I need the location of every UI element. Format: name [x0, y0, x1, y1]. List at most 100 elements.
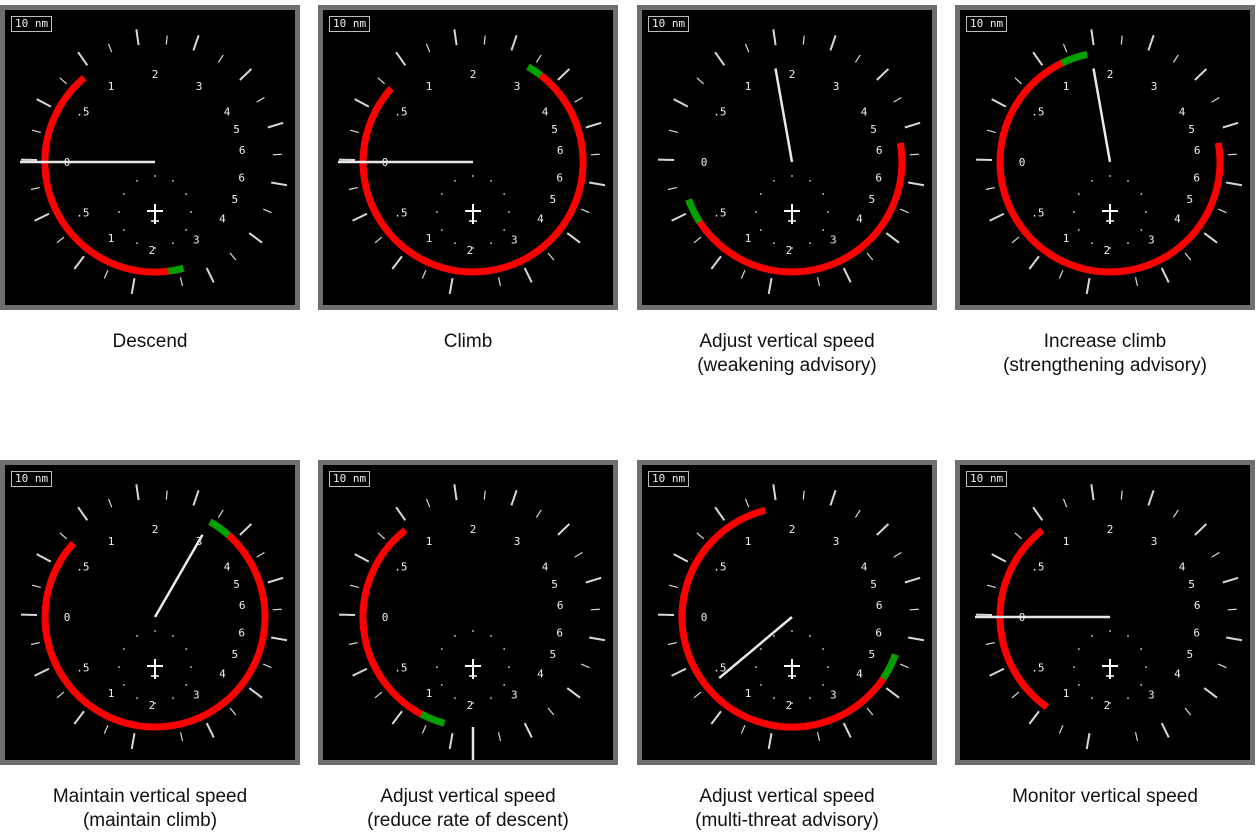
- scale-tick: [566, 687, 581, 699]
- scale-tick: [36, 98, 52, 108]
- scale-tick: [348, 186, 358, 191]
- scale-label: .5: [394, 561, 407, 574]
- red-advisory-arc: [996, 50, 1224, 276]
- scale-label: 5: [1186, 648, 1193, 661]
- scale-tick: [179, 732, 184, 742]
- scale-tick: [1226, 636, 1243, 642]
- range-ring-dot: [1140, 193, 1143, 195]
- scale-tick: [395, 506, 407, 521]
- scale-label: 1: [108, 535, 115, 548]
- scale-tick: [1090, 484, 1095, 501]
- scale-tick: [1058, 269, 1064, 279]
- scale-label: 3: [511, 234, 518, 247]
- scale-label: 6: [556, 171, 563, 184]
- scale-tick: [1211, 97, 1220, 103]
- scale-tick: [239, 68, 253, 81]
- scale-tick: [30, 641, 40, 646]
- scale-tick: [854, 509, 861, 518]
- scale-label: 6: [1193, 171, 1200, 184]
- scale-tick: [354, 98, 370, 108]
- range-ring-dot: [185, 648, 188, 650]
- vs-needle: [153, 534, 204, 618]
- range-ring-dot: [759, 684, 762, 686]
- scale-label: 1: [426, 687, 433, 700]
- scale-tick: [1211, 552, 1220, 558]
- scale-label: .5: [76, 206, 89, 219]
- range-ring-dot: [508, 211, 510, 213]
- scale-tick: [425, 498, 431, 508]
- range-ring-dot: [172, 697, 174, 700]
- scale-tick: [668, 584, 678, 589]
- scale-tick: [893, 552, 902, 558]
- range-ring-dot: [154, 175, 156, 177]
- range-label: 10 nm: [966, 16, 1008, 32]
- range-ring-dot: [791, 247, 793, 249]
- range-ring-dot: [440, 648, 443, 650]
- scale-label: 4: [224, 561, 231, 574]
- range-ring-dot: [454, 242, 456, 245]
- caption-title: Adjust vertical speed: [699, 786, 875, 807]
- scale-tick: [1062, 43, 1068, 53]
- scale-tick: [262, 208, 272, 214]
- range-ring-dot: [1145, 666, 1147, 668]
- scale-tick: [589, 636, 606, 642]
- scale-tick: [73, 710, 85, 725]
- scale-tick: [986, 584, 996, 589]
- scale-label: 1: [1063, 232, 1070, 245]
- scale-tick: [248, 687, 263, 699]
- range-ring-dot: [185, 229, 188, 231]
- range-ring-dot: [759, 229, 762, 231]
- scale-tick: [904, 576, 921, 584]
- scale-tick: [31, 584, 41, 589]
- scale-tick: [1058, 724, 1064, 734]
- scale-tick: [989, 667, 1005, 677]
- caption-title: Maintain vertical speed: [52, 786, 248, 807]
- range-label: 10 nm: [11, 471, 53, 487]
- range-ring-dot: [454, 634, 456, 637]
- scale-tick: [107, 43, 113, 53]
- scale-label: 2: [467, 699, 474, 712]
- range-ring-dot: [755, 211, 757, 213]
- scale-tick: [272, 153, 282, 156]
- scale-label: 3: [1151, 535, 1158, 548]
- range-ring-dot: [122, 648, 125, 650]
- scale-tick: [767, 278, 773, 295]
- scale-tick: [885, 232, 900, 244]
- scale-tick: [908, 181, 925, 187]
- range-ring-dot: [1077, 229, 1080, 231]
- range-ring-dot: [503, 229, 506, 231]
- scale-tick: [1227, 153, 1237, 156]
- range-ring-dot: [136, 697, 138, 700]
- scale-tick: [574, 97, 583, 103]
- scale-label: 6: [876, 599, 883, 612]
- scale-tick: [1032, 506, 1044, 521]
- panel-caption: Adjust vertical speed (multi-threat advi…: [637, 785, 937, 833]
- range-ring-dot: [190, 211, 192, 213]
- red-advisory-arc: [359, 527, 446, 727]
- scale-label: 1: [108, 80, 115, 93]
- range-ring-dot: [1109, 247, 1111, 249]
- scale-tick: [829, 489, 837, 506]
- red-advisory-arc: [685, 142, 906, 276]
- vs-needle: [1092, 68, 1112, 163]
- scale-tick: [229, 252, 237, 261]
- scale-tick: [1222, 576, 1239, 584]
- scale-tick: [59, 77, 68, 85]
- scale-label: 5: [231, 193, 238, 206]
- red-advisory-arc: [996, 527, 1049, 710]
- scale-label: 1: [1063, 687, 1070, 700]
- range-ring-dot: [791, 175, 793, 177]
- scale-tick: [710, 710, 722, 725]
- scale-tick: [1203, 687, 1218, 699]
- scale-tick: [714, 51, 726, 66]
- range-ring-dot: [1073, 666, 1075, 668]
- range-ring-dot: [1127, 242, 1129, 245]
- scale-tick: [348, 641, 358, 646]
- scale-label: 2: [149, 244, 156, 257]
- scale-label: 1: [745, 687, 752, 700]
